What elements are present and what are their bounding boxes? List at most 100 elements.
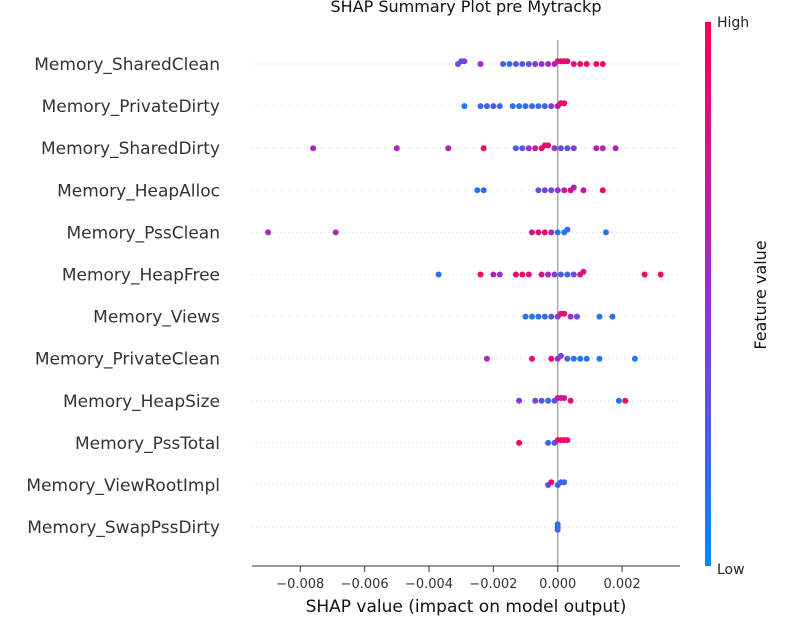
x-tick-label: 0.002 (603, 577, 640, 592)
shap-point (557, 352, 564, 359)
shap-point (519, 145, 526, 152)
shap-point (535, 103, 542, 110)
shap-point (583, 355, 590, 362)
shap-point (570, 184, 577, 191)
shap-point (538, 271, 545, 278)
feature-label: Memory_PrivateClean (35, 350, 220, 370)
x-tick-label: −0.004 (405, 577, 453, 592)
chart-title: SHAP Summary Plot pre Mytrackp (331, 0, 602, 16)
shap-point (545, 439, 552, 446)
shap-point (577, 355, 584, 362)
shap-point (657, 271, 664, 278)
shap-point (529, 313, 535, 320)
shap-point (615, 397, 622, 404)
shap-point (522, 313, 529, 320)
shap-point (631, 355, 638, 362)
shap-point (561, 479, 568, 486)
shap-point (545, 271, 552, 278)
shap-point (265, 229, 272, 236)
shap-point (310, 145, 317, 152)
x-axis-ticks: −0.008 −0.006 −0.004 −0.002 0.000 0.002 (276, 566, 641, 592)
shap-point (593, 61, 600, 67)
shap-point (538, 397, 545, 404)
shap-point (564, 355, 571, 362)
shap-point (622, 397, 629, 404)
shap-point (480, 145, 487, 152)
shap-point (461, 58, 468, 65)
shap-point (525, 145, 532, 152)
feature-label: Memory_SwapPssDirty (27, 518, 220, 538)
shap-point (545, 61, 552, 67)
shap-point (516, 103, 523, 110)
shap-point (496, 103, 503, 110)
feature-label: Memory_HeapFree (62, 266, 220, 286)
feature-label: Memory_PssClean (66, 223, 220, 243)
shap-point (541, 229, 548, 236)
shap-point (599, 61, 606, 67)
shap-point (474, 187, 481, 194)
shap-point (393, 145, 400, 152)
shap-point (532, 145, 539, 152)
shap-point (564, 271, 571, 278)
shap-point (548, 103, 555, 110)
shap-point (580, 187, 587, 194)
shap-point (500, 61, 506, 67)
shap-point (545, 397, 552, 404)
shap-point (609, 313, 616, 320)
shap-point (509, 103, 516, 110)
shap-point (554, 526, 561, 533)
shap-point (445, 145, 452, 152)
feature-label: Memory_SharedClean (34, 55, 220, 75)
feature-label: Memory_Views (93, 308, 220, 328)
shap-point (519, 61, 526, 67)
shap-point (529, 229, 535, 236)
feature-label: Memory_HeapSize (63, 392, 220, 412)
shap-point (561, 310, 568, 317)
shap-point (535, 229, 542, 236)
shap-point (545, 142, 552, 149)
shap-point (567, 397, 574, 404)
shap-point (596, 355, 603, 362)
row-guides (252, 63, 680, 528)
shap-point (564, 58, 571, 65)
shap-point (535, 313, 542, 320)
colorbar-low-label: Low (717, 562, 745, 578)
shap-point (570, 355, 577, 362)
shap-point (612, 145, 619, 152)
feature-label: Memory_PrivateDirty (42, 97, 220, 117)
shap-point (596, 313, 603, 320)
shap-point (541, 103, 548, 110)
shap-point (551, 271, 558, 278)
x-tick-label: 0.000 (539, 577, 576, 592)
shap-point (574, 313, 580, 320)
shap-point (480, 187, 487, 194)
shap-point (570, 271, 577, 278)
x-tick-label: −0.006 (341, 577, 389, 592)
x-tick-label: −0.008 (276, 577, 324, 592)
shap-point (564, 145, 571, 152)
shap-point (512, 61, 519, 67)
shap-point (532, 61, 539, 67)
shap-point (538, 61, 545, 67)
shap-point (567, 313, 574, 320)
shap-point (525, 61, 532, 67)
shap-point (570, 61, 577, 67)
shap-point (548, 313, 555, 320)
x-axis-title: SHAP value (impact on model output) (306, 597, 627, 617)
shap-point (535, 187, 542, 194)
shap-point (599, 187, 606, 194)
shap-point (548, 355, 555, 362)
shap-point (435, 271, 442, 278)
shap-point (522, 103, 529, 110)
shap-point (551, 145, 558, 152)
shap-point (561, 395, 568, 401)
shap-point (561, 100, 568, 107)
shap-point (496, 271, 503, 278)
shap-point (532, 397, 539, 404)
shap-point (483, 355, 490, 362)
feature-label: Memory_SharedDirty (41, 139, 220, 159)
shap-point (512, 145, 519, 152)
shap-point (506, 61, 513, 67)
shap-point (554, 521, 561, 528)
